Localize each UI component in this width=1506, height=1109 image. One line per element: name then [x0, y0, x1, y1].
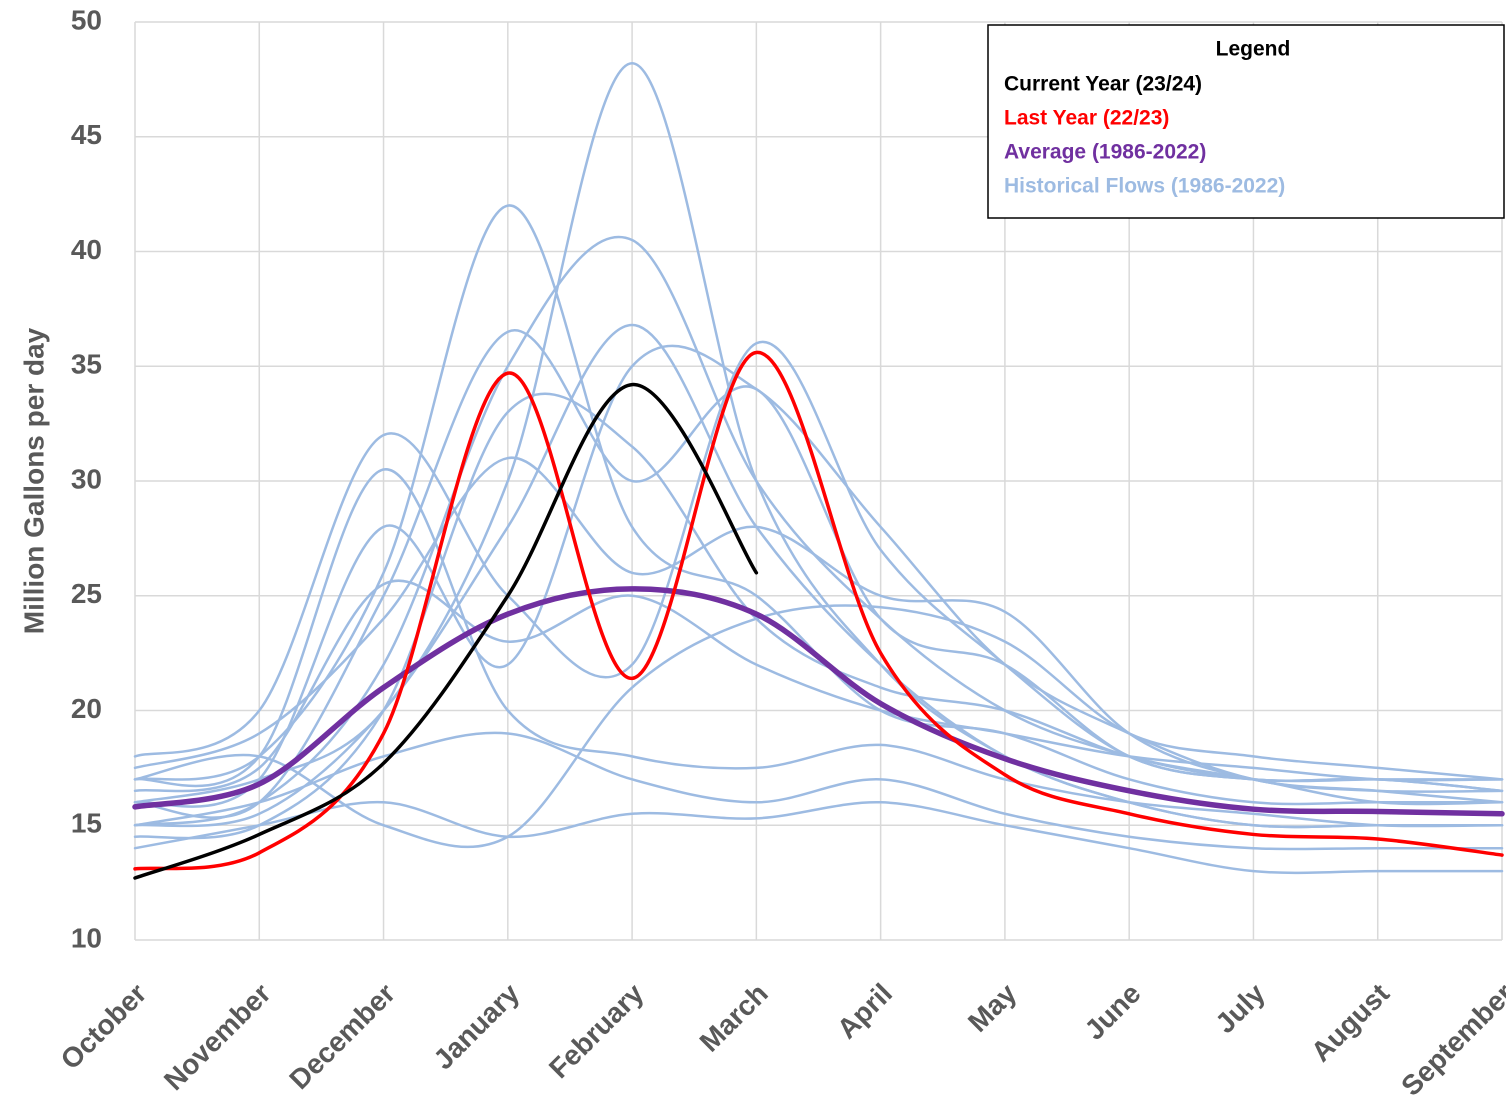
x-tick-label: February	[543, 977, 650, 1084]
y-tick-label: 15	[71, 808, 102, 839]
y-axis-label: Million Gallons per day	[18, 327, 49, 634]
x-tick-label: October	[55, 977, 153, 1075]
historical-line	[133, 468, 1504, 828]
historical-line	[133, 340, 1504, 783]
historical-lines	[133, 62, 1504, 875]
y-tick-label: 50	[71, 4, 102, 35]
y-tick-label: 10	[71, 922, 102, 953]
x-tick-label: March	[694, 978, 774, 1058]
series-line	[133, 382, 759, 880]
x-tick-label: November	[158, 977, 277, 1096]
legend-entry: Historical Flows (1986-2022)	[1004, 175, 1285, 198]
legend-entry: Average (1986-2022)	[1004, 141, 1206, 164]
x-tick-label: January	[427, 977, 525, 1075]
legend-title: Legend	[1216, 38, 1291, 61]
y-tick-label: 25	[71, 578, 102, 609]
historical-line	[133, 204, 1504, 806]
y-tick-label: 45	[71, 119, 102, 150]
historical-line	[133, 800, 1504, 875]
x-tick-label: May	[962, 977, 1023, 1038]
main-lines	[132, 350, 1505, 880]
legend-box	[987, 24, 1505, 219]
x-tick-label: December	[283, 977, 401, 1095]
legend-entry: Last Year (22/23)	[1004, 107, 1169, 130]
x-tick-label: April	[831, 978, 898, 1045]
series-line	[132, 586, 1505, 817]
y-tick-label: 40	[71, 234, 102, 265]
y-tick-label: 35	[71, 349, 102, 380]
historical-line	[133, 235, 1504, 827]
historical-line	[133, 579, 1504, 793]
historical-line	[133, 323, 1504, 829]
y-tick-label: 30	[71, 463, 102, 494]
legend-entry: Current Year (23/24)	[1004, 73, 1202, 96]
historical-line	[133, 329, 1504, 819]
historical-line	[133, 344, 1504, 808]
historical-line	[133, 731, 1504, 851]
historical-line	[133, 604, 1504, 849]
x-tick-label: July	[1209, 977, 1271, 1039]
x-tick-label: September	[1395, 977, 1506, 1101]
x-tick-label: June	[1079, 978, 1147, 1046]
y-tick-label: 20	[71, 693, 102, 724]
x-tick-label: August	[1305, 978, 1395, 1068]
series-line	[133, 350, 1504, 871]
